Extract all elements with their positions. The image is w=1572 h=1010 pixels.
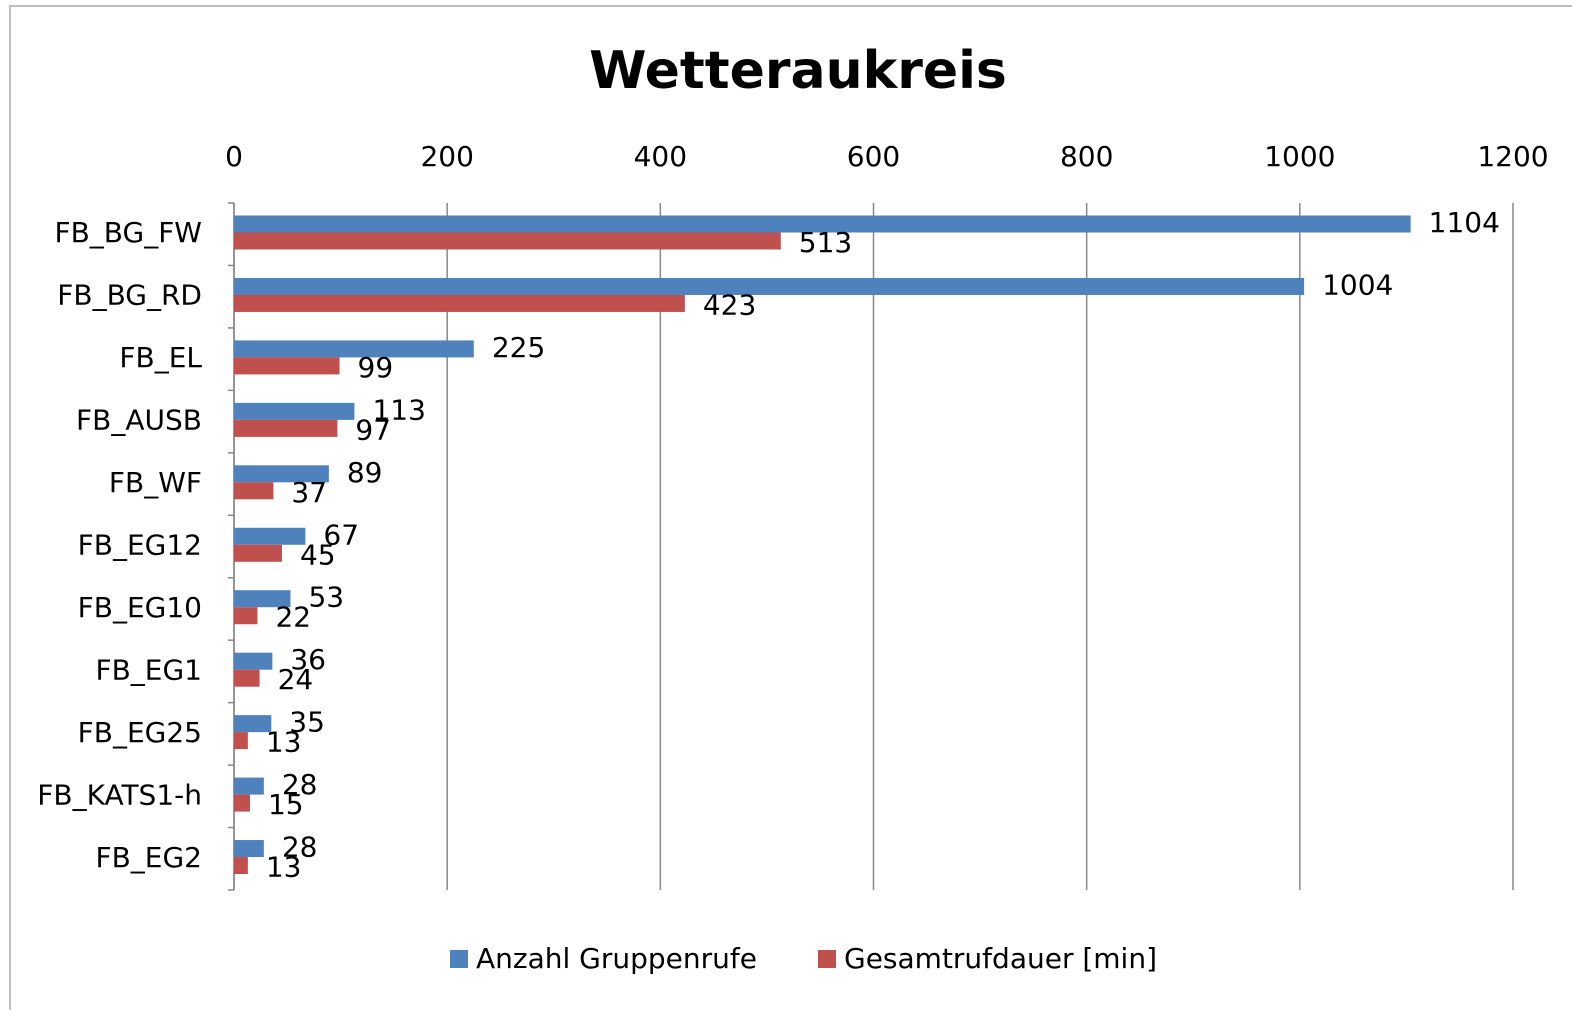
x-tick-label: 0: [225, 140, 243, 173]
data-label: 13: [266, 851, 302, 884]
data-label: 22: [275, 601, 311, 634]
chart-border: [9, 5, 1572, 1010]
bar: [234, 777, 264, 795]
data-label: 513: [799, 226, 852, 259]
data-label: 113: [372, 393, 425, 426]
bar: [234, 544, 282, 562]
data-label: 36: [290, 643, 326, 676]
y-tick-label: FB_EG10: [78, 591, 202, 624]
data-label: 53: [308, 581, 344, 614]
y-tick-label: FB_EG2: [95, 841, 202, 874]
bar: [234, 652, 273, 670]
data-label: 67: [323, 518, 359, 551]
bar: [234, 527, 306, 545]
y-tick-label: FB_WF: [109, 466, 202, 499]
bar: [234, 419, 338, 437]
x-tick-label: 400: [634, 140, 687, 173]
data-label: 89: [347, 456, 383, 489]
bar: [234, 669, 260, 687]
legend-swatch: [450, 950, 468, 968]
data-label: 423: [703, 288, 756, 321]
y-tick-label: FB_EL: [119, 341, 202, 374]
y-tick-label: FB_EG1: [95, 653, 202, 686]
y-tick-label: FB_AUSB: [76, 404, 202, 437]
data-label: 35: [289, 706, 325, 739]
bar: [234, 232, 781, 250]
data-label: 1004: [1322, 268, 1393, 301]
y-tick-label: FB_BG_RD: [57, 279, 202, 312]
data-label: 225: [492, 331, 545, 364]
bar: [234, 732, 248, 750]
data-label: 1104: [1429, 206, 1500, 239]
bar: [234, 715, 272, 733]
x-tick-label: 1200: [1477, 140, 1548, 173]
bar: [234, 482, 274, 500]
y-tick-label: FB_EG25: [78, 716, 202, 749]
legend-label: Gesamtrufdauer [min]: [844, 942, 1157, 975]
bar: [234, 294, 685, 312]
data-label: 28: [282, 768, 318, 801]
y-tick-label: FB_KATS1-h: [37, 778, 202, 811]
bar: [234, 857, 248, 875]
bar: [234, 277, 1305, 295]
data-label: 37: [291, 476, 327, 509]
data-label: 45: [300, 538, 336, 571]
data-label: 24: [278, 663, 314, 696]
data-label: 15: [268, 788, 304, 821]
x-tick-label: 800: [1060, 140, 1113, 173]
bar: [234, 215, 1411, 233]
data-label: 13: [266, 726, 302, 759]
data-label: 99: [358, 351, 394, 384]
bar: [234, 794, 250, 812]
bar: [234, 840, 264, 858]
x-tick-label: 200: [420, 140, 473, 173]
bar: [234, 402, 355, 420]
legend-label: Anzahl Gruppenrufe: [476, 942, 757, 975]
bar: [234, 340, 474, 358]
y-tick-label: FB_BG_FW: [54, 216, 202, 249]
bar: [234, 590, 291, 608]
chart-title: Wetteraukreis: [589, 41, 1007, 101]
x-tick-label: 1000: [1264, 140, 1335, 173]
legend-swatch: [818, 950, 836, 968]
bar: [234, 607, 258, 625]
bar: [234, 357, 340, 375]
data-label: 97: [355, 413, 391, 446]
y-tick-label: FB_EG12: [78, 529, 202, 562]
x-tick-label: 600: [847, 140, 900, 173]
bar: [234, 465, 329, 483]
data-label: 28: [282, 831, 318, 864]
